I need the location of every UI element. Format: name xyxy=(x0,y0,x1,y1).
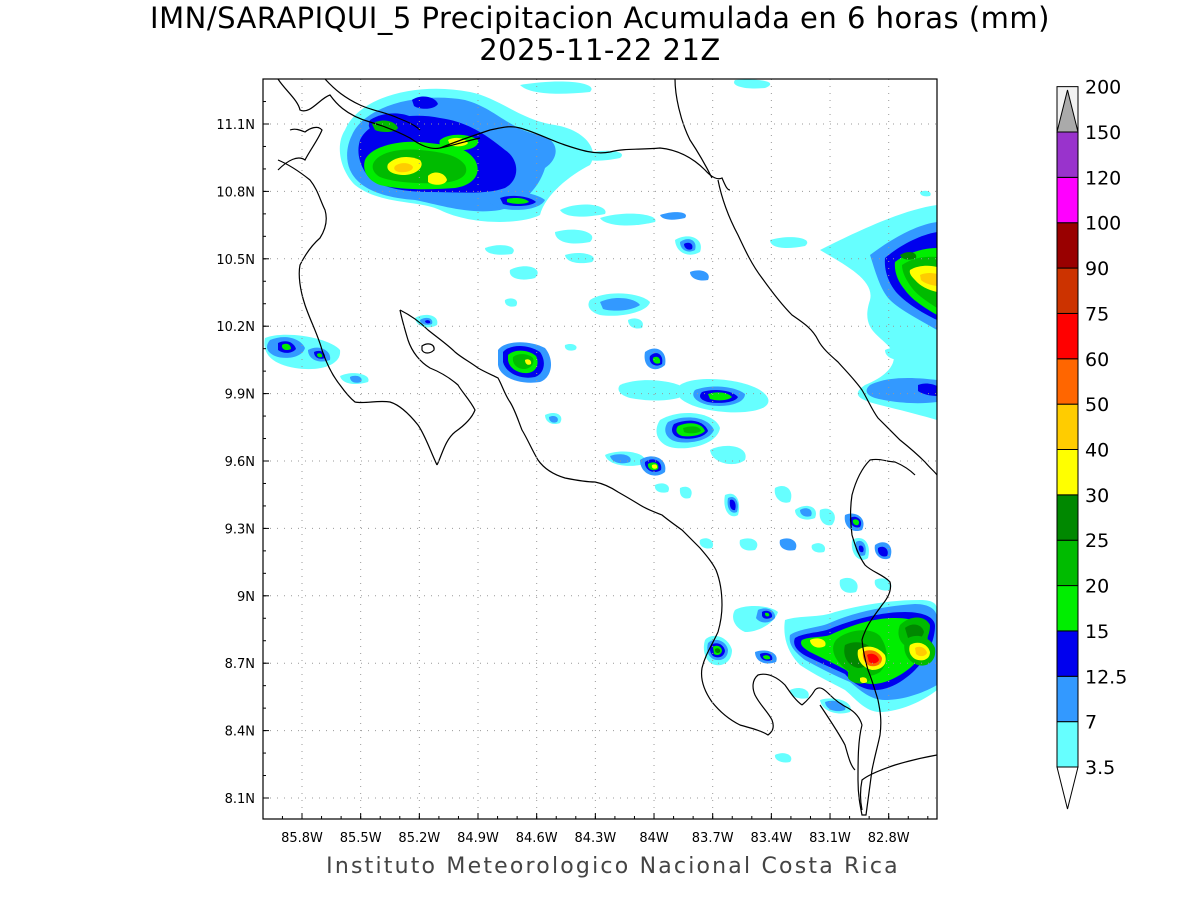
colorbar-arrow-top xyxy=(1056,89,1079,133)
colorbar-label: 7 xyxy=(1085,712,1097,734)
colorbar-label: 120 xyxy=(1085,167,1121,189)
lat-label: 10.8N xyxy=(216,185,255,200)
lat-label: 9N xyxy=(237,590,255,605)
panama-border xyxy=(849,458,916,816)
lon-label: 84.9W xyxy=(457,831,499,846)
colorbar: 3.5 7 12.5 15 20 25 30 40 50 60 75 90 100 120 150 200 xyxy=(1056,77,1127,810)
colorbar-label: 100 xyxy=(1085,213,1121,235)
lon-label: 83.4W xyxy=(750,831,792,846)
lat-label: 8.4N xyxy=(225,725,255,740)
colorbar-label: 15 xyxy=(1085,621,1109,643)
rain-cell-southeast xyxy=(703,600,937,714)
grid-lines xyxy=(263,79,937,819)
rain-cell-northwest xyxy=(339,88,594,222)
colorbar-swatch xyxy=(1056,403,1079,450)
lon-label: 84W xyxy=(639,831,669,846)
caribbean-coast xyxy=(717,179,937,476)
lon-label: 85.2W xyxy=(398,831,440,846)
colorbar-swatch xyxy=(1056,585,1079,632)
lon-label: 83.7W xyxy=(692,831,734,846)
lat-label: 8.7N xyxy=(225,657,255,672)
lat-label: 9.6N xyxy=(225,455,255,470)
colorbar-swatch xyxy=(1056,721,1079,768)
colorbar-label: 20 xyxy=(1085,576,1109,598)
caribbean-coast-north xyxy=(674,79,713,179)
lat-label: 9.3N xyxy=(225,522,255,537)
colorbar-swatch xyxy=(1056,222,1079,269)
colorbar-label: 30 xyxy=(1085,485,1109,507)
lat-label: 8.1N xyxy=(225,792,255,807)
colorbar-swatch xyxy=(1056,630,1079,677)
colorbar-swatch xyxy=(1056,539,1079,587)
gulf-of-nicoya-east xyxy=(399,309,476,466)
footer-credit: Instituto Meteorologico Nacional Costa R… xyxy=(326,854,900,879)
title-line-2: 2025-11-22 21Z xyxy=(479,33,721,67)
title-line-1: IMN/SARAPIQUI_5 Precipitacion Acumulada … xyxy=(150,1,1050,35)
plot-frame xyxy=(262,78,938,820)
colorbar-label: 75 xyxy=(1085,303,1109,325)
colorbar-label: 200 xyxy=(1085,77,1121,99)
rain-cell-east xyxy=(820,190,937,420)
colorbar-swatch xyxy=(1056,358,1079,405)
colorbar-swatch xyxy=(1056,675,1079,723)
precipitation-field xyxy=(264,79,937,763)
gulf-of-nicoya-north xyxy=(399,309,723,633)
lat-label: 11.1N xyxy=(216,118,255,133)
colorbar-label: 25 xyxy=(1085,530,1109,552)
coastlines xyxy=(277,79,937,816)
island-chira xyxy=(421,343,435,354)
colorbar-label: 40 xyxy=(1085,440,1109,462)
colorbar-label: 90 xyxy=(1085,258,1109,280)
colorbar-swatch xyxy=(1056,312,1079,360)
latitude-labels: 11.1N 10.8N 10.5N 10.2N 9.9N 9.6N 9.3N 9N 8.7N 8.… xyxy=(216,101,269,807)
nicaragua-costa-rica-border xyxy=(439,126,731,191)
colorbar-label: 50 xyxy=(1085,394,1109,416)
colorbar-swatch xyxy=(1056,131,1079,178)
colorbar-arrow-bottom xyxy=(1056,766,1079,810)
osa-peninsula xyxy=(700,631,803,736)
panama-pacific-coast xyxy=(859,754,937,811)
colorbar-swatch xyxy=(1056,176,1079,224)
lon-label: 85.8W xyxy=(281,831,323,846)
colorbar-swatch xyxy=(1056,267,1079,314)
colorbar-swatch xyxy=(1056,494,1079,541)
colorbar-label: 150 xyxy=(1085,122,1121,144)
lon-label: 84.3W xyxy=(574,831,616,846)
lon-label: 84.6W xyxy=(516,831,558,846)
colorbar-label: 12.5 xyxy=(1085,666,1127,688)
lat-label: 10.5N xyxy=(216,253,255,268)
lat-label: 9.9N xyxy=(225,388,255,403)
nicoya-west-upper xyxy=(277,126,323,171)
burica-coast xyxy=(819,704,856,771)
lat-label: 10.2N xyxy=(216,320,255,335)
rain-cells-scattered xyxy=(264,79,892,763)
longitude-labels: 85.8W 85.5W 85.2W 84.9W 84.6W 84.3W 84W 83.7W 83… xyxy=(281,813,929,846)
nicoya-peninsula-west xyxy=(277,159,438,466)
lon-label: 83.1W xyxy=(809,831,851,846)
lon-label: 85.5W xyxy=(340,831,382,846)
colorbar-label: 60 xyxy=(1085,349,1109,371)
colorbar-swatch xyxy=(1056,449,1079,496)
map-title: IMN/SARAPIQUI_5 Precipitacion Acumulada … xyxy=(0,2,1200,66)
colorbar-label: 3.5 xyxy=(1085,757,1115,779)
lon-label: 82.8W xyxy=(868,831,910,846)
